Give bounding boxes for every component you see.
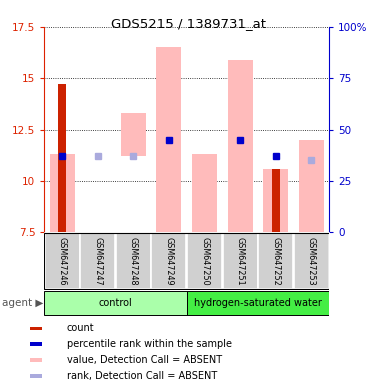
Bar (50, 154, 75, 232)
Bar (263, 169, 288, 232)
Bar (30, 374, 42, 377)
Text: percentile rank within the sample: percentile rank within the sample (67, 339, 232, 349)
FancyBboxPatch shape (80, 233, 115, 290)
Text: GSM647251: GSM647251 (236, 237, 244, 285)
Text: GSM647248: GSM647248 (129, 237, 138, 285)
FancyBboxPatch shape (187, 291, 329, 316)
Text: count: count (67, 323, 94, 333)
Bar (30, 326, 42, 330)
Bar (272, 169, 280, 232)
Text: GSM647252: GSM647252 (271, 237, 280, 285)
FancyBboxPatch shape (116, 233, 151, 290)
FancyBboxPatch shape (45, 233, 80, 290)
Bar (156, 47, 181, 232)
Text: GSM647249: GSM647249 (164, 237, 173, 285)
Bar (30, 343, 42, 346)
Text: value, Detection Call = ABSENT: value, Detection Call = ABSENT (67, 355, 222, 365)
FancyBboxPatch shape (151, 233, 186, 290)
FancyBboxPatch shape (294, 233, 329, 290)
Bar (58, 84, 66, 232)
Bar (121, 113, 146, 156)
Bar (30, 358, 42, 362)
Bar (192, 154, 217, 232)
Text: control: control (99, 298, 132, 308)
Text: GDS5215 / 1389731_at: GDS5215 / 1389731_at (111, 17, 266, 30)
Text: GSM647246: GSM647246 (58, 237, 67, 285)
Text: GSM647253: GSM647253 (307, 237, 316, 285)
FancyBboxPatch shape (187, 233, 222, 290)
Text: rank, Detection Call = ABSENT: rank, Detection Call = ABSENT (67, 371, 217, 381)
Text: GSM647247: GSM647247 (93, 237, 102, 285)
Text: agent ▶: agent ▶ (2, 298, 43, 308)
Bar (228, 60, 253, 232)
FancyBboxPatch shape (258, 233, 293, 290)
FancyBboxPatch shape (44, 291, 187, 316)
Text: GSM647250: GSM647250 (200, 237, 209, 285)
Bar (299, 140, 324, 232)
Text: hydrogen-saturated water: hydrogen-saturated water (194, 298, 322, 308)
FancyBboxPatch shape (223, 233, 258, 290)
